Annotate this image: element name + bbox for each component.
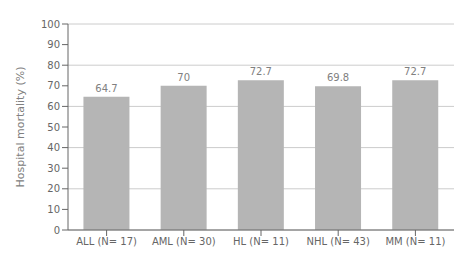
svg-text:0: 0 [54, 225, 60, 236]
svg-text:30: 30 [47, 163, 60, 174]
svg-text:40: 40 [47, 142, 60, 153]
svg-text:HL (N= 11): HL (N= 11) [233, 236, 289, 247]
svg-text:70: 70 [177, 72, 190, 83]
svg-text:72.7: 72.7 [250, 66, 272, 77]
svg-text:AML (N= 30): AML (N= 30) [152, 236, 216, 247]
svg-text:70: 70 [47, 80, 60, 91]
svg-text:64.7: 64.7 [95, 83, 117, 94]
svg-text:MM (N= 11): MM (N= 11) [385, 236, 445, 247]
svg-text:80: 80 [47, 60, 60, 71]
svg-text:90: 90 [47, 39, 60, 50]
svg-text:100: 100 [41, 19, 60, 30]
svg-text:72.7: 72.7 [404, 66, 426, 77]
svg-text:50: 50 [47, 122, 60, 133]
svg-text:69.8: 69.8 [327, 72, 349, 83]
svg-text:ALL (N= 17): ALL (N= 17) [76, 236, 137, 247]
svg-text:10: 10 [47, 204, 60, 215]
svg-text:20: 20 [47, 183, 60, 194]
svg-text:Hospital mortality (%): Hospital mortality (%) [14, 67, 27, 188]
svg-text:60: 60 [47, 101, 60, 112]
svg-text:NHL (N= 43): NHL (N= 43) [307, 236, 370, 247]
